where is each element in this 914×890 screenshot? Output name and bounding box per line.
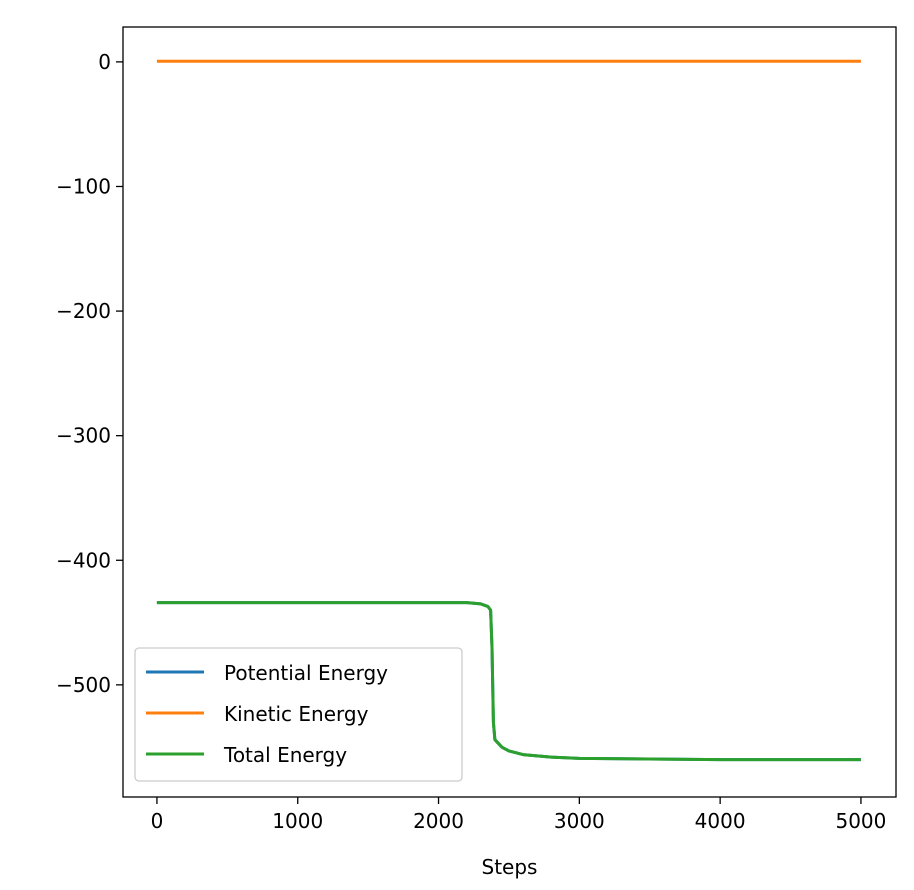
- y-tick-label: 0: [98, 50, 111, 74]
- legend: Potential Energy Kinetic Energy Total Ener…: [134, 647, 463, 782]
- x-axis-label: Steps: [482, 855, 538, 879]
- plot-frame: [122, 26, 897, 798]
- legend-label: Potential Energy: [224, 661, 388, 685]
- y-tick-label: −200: [56, 299, 111, 323]
- x-tick-label: 5000: [835, 809, 886, 833]
- legend-box: [134, 647, 463, 782]
- y-tick-label: −500: [56, 673, 111, 697]
- y-tick-label: −300: [56, 424, 111, 448]
- x-tick-label: 1000: [272, 809, 323, 833]
- x-tick-label: 2000: [413, 809, 464, 833]
- x-tick-label: 0: [151, 809, 164, 833]
- y-tick-label: −400: [56, 548, 111, 572]
- legend-label: Kinetic Energy: [224, 702, 369, 726]
- x-tick-label: 4000: [695, 809, 746, 833]
- legend-label: Total Energy: [223, 743, 347, 767]
- series-line-2: [156, 601, 861, 762]
- x-tick-label: 3000: [554, 809, 605, 833]
- y-tick-label: −100: [56, 174, 111, 198]
